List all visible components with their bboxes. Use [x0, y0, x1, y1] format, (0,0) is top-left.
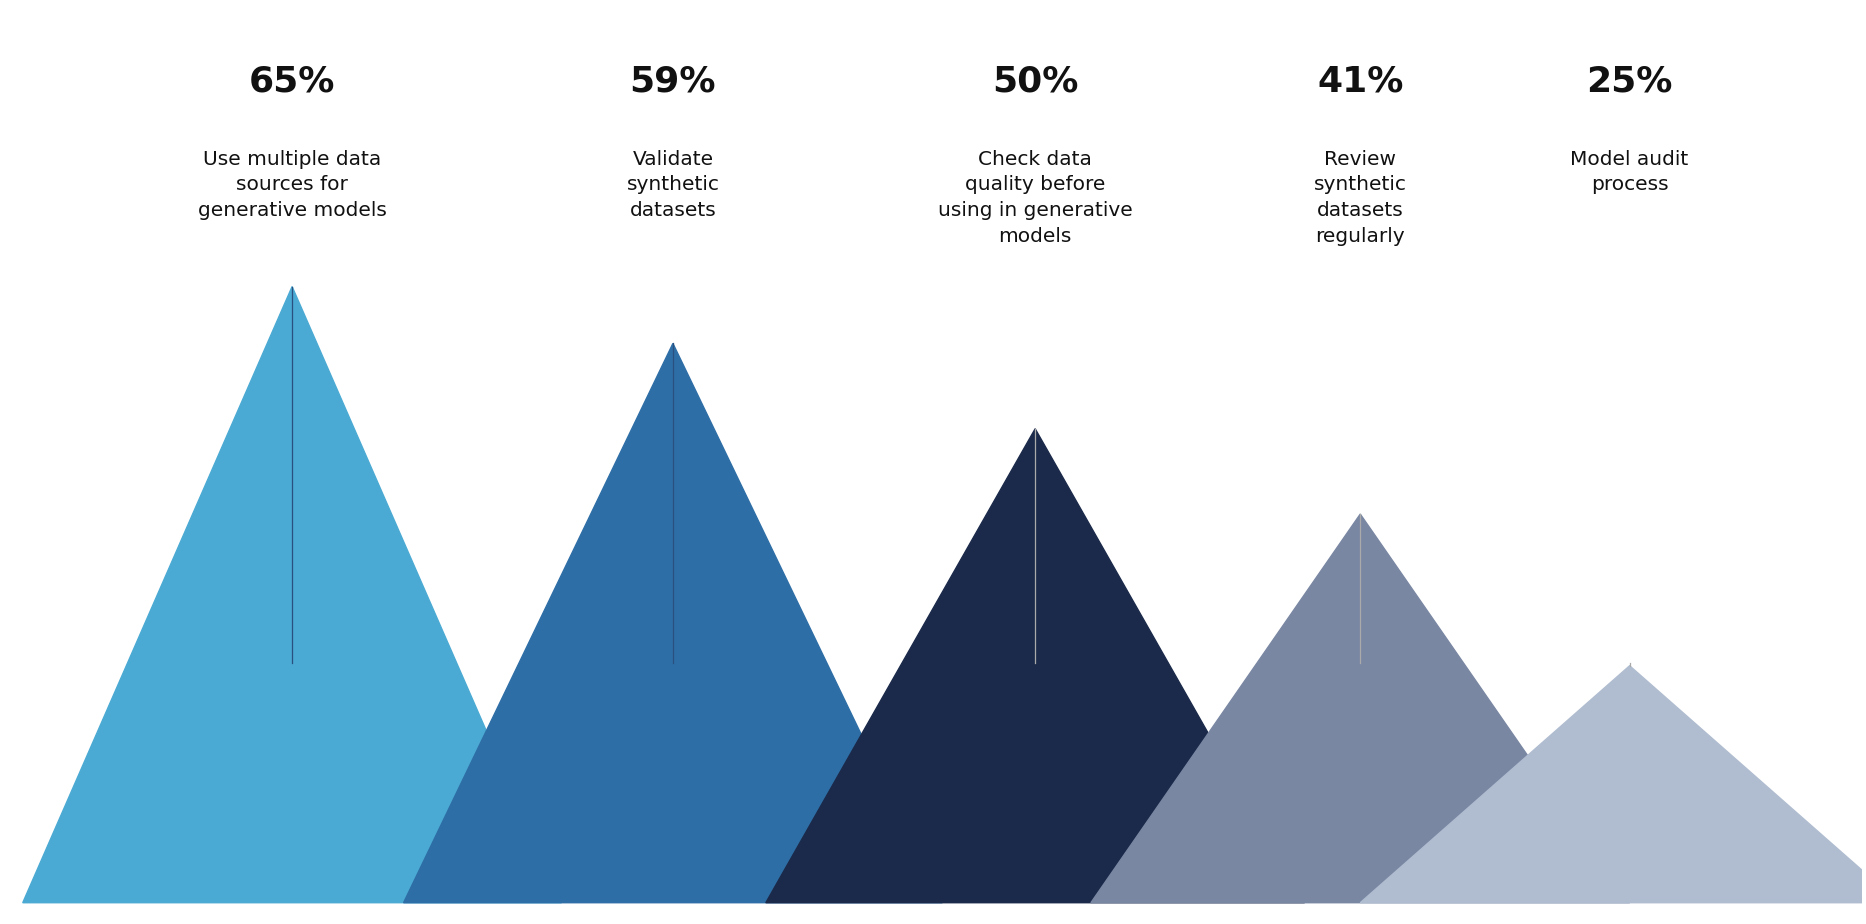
Text: 25%: 25% — [1586, 64, 1672, 98]
Text: 41%: 41% — [1317, 64, 1403, 98]
Text: Use multiple data
sources for
generative models: Use multiple data sources for generative… — [198, 150, 386, 220]
Polygon shape — [1360, 665, 1866, 903]
Text: 59%: 59% — [629, 64, 717, 98]
Polygon shape — [1092, 514, 1629, 903]
Text: 65%: 65% — [248, 64, 336, 98]
Text: Validate
synthetic
datasets: Validate synthetic datasets — [627, 150, 720, 220]
Text: 50%: 50% — [993, 64, 1079, 98]
Polygon shape — [765, 429, 1304, 903]
Polygon shape — [22, 286, 562, 903]
Text: Model audit
process: Model audit process — [1571, 150, 1689, 194]
Text: Check data
quality before
using in generative
models: Check data quality before using in gener… — [939, 150, 1133, 246]
Text: Review
synthetic
datasets
regularly: Review synthetic datasets regularly — [1314, 150, 1407, 246]
Polygon shape — [403, 344, 942, 903]
